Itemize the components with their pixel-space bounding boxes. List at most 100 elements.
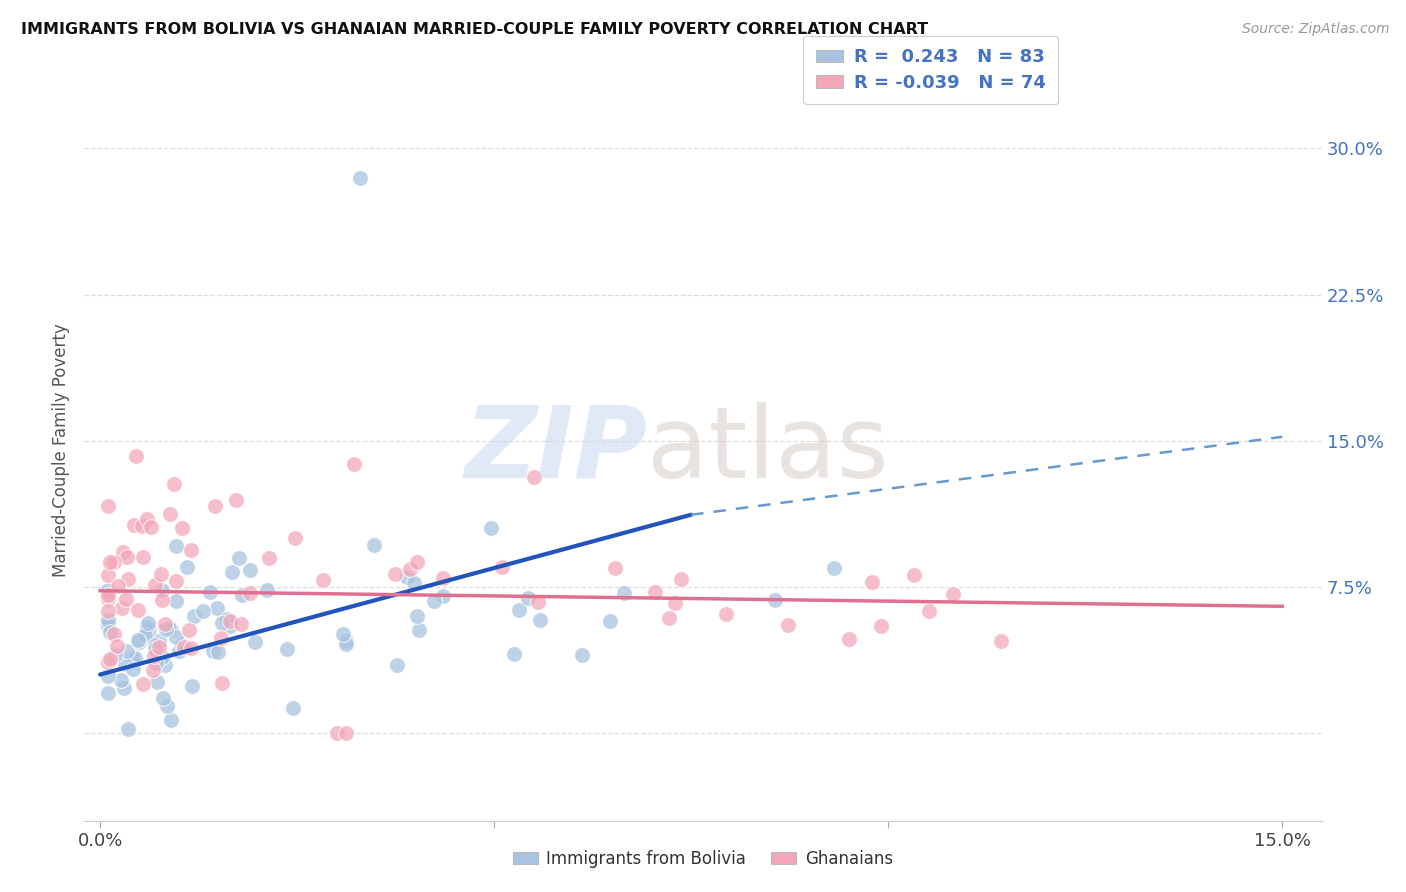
Point [97,588,120,602]
Point [114,657,136,671]
Point [112,545,135,559]
Point [180,640,202,655]
Point [97,568,120,582]
Point [165,539,187,553]
Point [239,563,262,577]
Point [97,686,120,700]
Point [170,638,193,652]
Point [103,627,125,641]
Point [763,593,786,607]
Point [117,572,139,586]
Point [335,726,357,740]
Point [131,518,153,533]
Point [276,642,298,657]
Point [136,616,159,631]
Point [571,648,593,662]
Point [527,595,550,609]
Point [165,594,187,608]
Point [508,603,530,617]
Point [332,627,354,641]
Point [115,549,138,564]
Point [138,623,160,637]
Point [204,499,226,513]
Point [98,555,121,569]
Point [163,477,186,491]
Point [107,579,129,593]
Point [479,521,502,535]
Point [838,632,860,647]
Point [903,567,925,582]
Point [918,604,941,618]
Point [517,591,540,606]
Point [406,608,429,623]
Point [326,726,349,740]
Point [284,531,307,545]
Point [221,566,243,580]
Point [432,589,454,603]
Point [225,492,247,507]
Point [165,574,187,588]
Point [124,650,146,665]
Point [103,555,125,569]
Point [669,573,692,587]
Point [176,560,198,574]
Point [218,615,240,629]
Point [165,630,187,644]
Point [312,573,335,587]
Point [503,648,526,662]
Point [110,673,132,687]
Point [104,648,127,662]
Point [778,617,800,632]
Point [125,449,148,463]
Point [942,587,965,601]
Point [193,604,215,618]
Point [256,582,278,597]
Point [121,651,143,665]
Point [152,690,174,705]
Point [127,632,149,647]
Point [658,611,681,625]
Point [97,618,120,632]
Point [127,603,149,617]
Point [150,567,173,582]
Point [169,644,191,658]
Point [211,616,233,631]
Point [644,585,666,599]
Point [153,657,176,672]
Point [432,571,454,585]
Point [98,625,121,640]
Point [173,640,195,654]
Point [716,607,738,621]
Point [160,713,183,727]
Legend: R =  0.243   N = 83, R = -0.039   N = 74: R = 0.243 N = 83, R = -0.039 N = 74 [803,36,1059,104]
Point [128,635,150,649]
Point [148,633,170,648]
Point [181,680,204,694]
Point [148,640,170,654]
Point [343,457,366,471]
Point [114,592,136,607]
Point [143,578,166,592]
Point [143,638,166,652]
Point [159,507,181,521]
Point [408,624,430,638]
Point [179,623,201,637]
Point [257,551,280,566]
Point [860,574,883,589]
Point [150,582,173,597]
Point [153,617,176,632]
Point [283,700,305,714]
Point [97,592,120,607]
Y-axis label: Married-Couple Family Poverty: Married-Couple Family Poverty [52,324,70,577]
Point [229,617,252,632]
Point [97,655,120,669]
Point [145,656,167,670]
Point [207,645,229,659]
Point [405,555,427,569]
Point [111,601,134,615]
Point [155,622,177,636]
Point [202,644,225,658]
Point [491,559,513,574]
Point [134,628,156,642]
Point [211,676,233,690]
